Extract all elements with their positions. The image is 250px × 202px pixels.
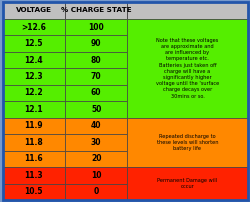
Bar [2,52,65,68]
Text: 90: 90 [91,39,102,48]
Bar [2,19,65,35]
Text: >12.6: >12.6 [21,23,46,32]
Bar [65,52,128,68]
Text: 40: 40 [91,121,102,130]
Bar [65,118,128,134]
Text: 100: 100 [88,23,104,32]
Bar [2,85,65,101]
Bar [128,167,248,200]
Bar [128,118,248,167]
Text: 20: 20 [91,154,102,163]
Bar [2,134,65,150]
Bar [2,2,65,19]
Text: 12.5: 12.5 [24,39,43,48]
Bar [65,35,128,52]
Bar [2,167,65,183]
Bar [2,118,65,134]
Text: Permanent Damage will
occur: Permanent Damage will occur [157,178,218,189]
Bar [65,134,128,150]
Bar [65,167,128,183]
Bar [128,2,248,19]
Text: 11.8: 11.8 [24,138,43,147]
Text: 11.6: 11.6 [24,154,43,163]
Text: 60: 60 [91,88,102,97]
Text: 50: 50 [91,105,102,114]
Text: 12.4: 12.4 [24,56,43,64]
Bar [65,150,128,167]
Bar [2,101,65,118]
Text: Repeated discharge to
these levels will shorten
battery life: Repeated discharge to these levels will … [157,134,218,151]
Bar [65,101,128,118]
Bar [128,19,248,118]
Bar [2,150,65,167]
Bar [2,35,65,52]
Text: 11.9: 11.9 [24,121,43,130]
Text: 30: 30 [91,138,102,147]
Text: Note that these voltages
are approximate and
are influenced by
temperature etc.
: Note that these voltages are approximate… [156,38,219,99]
Text: 12.3: 12.3 [24,72,43,81]
Bar [2,68,65,85]
Bar [65,85,128,101]
Text: 12.1: 12.1 [24,105,43,114]
Bar [2,183,65,200]
Text: VOLTAGE: VOLTAGE [16,7,52,14]
Bar [65,68,128,85]
Text: 10: 10 [91,171,102,180]
Text: 12.2: 12.2 [24,88,43,97]
Bar [65,183,128,200]
Text: 10.5: 10.5 [24,187,43,196]
Text: % CHARGE STATE: % CHARGE STATE [61,7,132,14]
Text: 0: 0 [94,187,99,196]
Text: 80: 80 [91,56,102,64]
Bar [65,2,128,19]
Text: 70: 70 [91,72,102,81]
Text: 11.3: 11.3 [24,171,43,180]
Bar [65,19,128,35]
